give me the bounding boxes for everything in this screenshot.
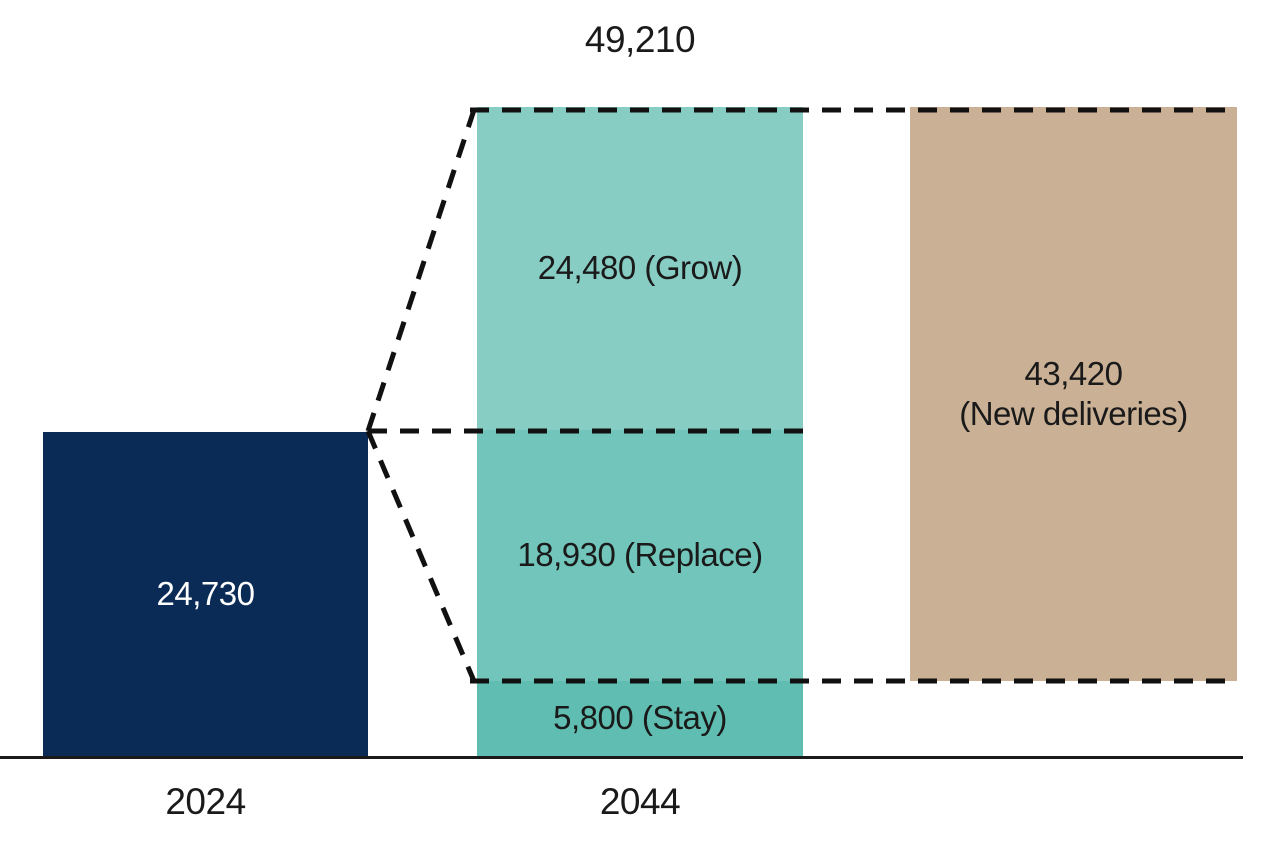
segment-replace-label: 18,930 (Replace) <box>517 536 763 574</box>
bar-new-deliveries: 43,420 (New deliveries) <box>910 107 1237 681</box>
dashed-diagonal-to-stay-boundary <box>365 430 477 682</box>
bar-2044-segment-grow: 24,480 (Grow) <box>477 107 803 430</box>
new-deliveries-caption: (New deliveries) <box>959 395 1188 432</box>
dashed-diagonal-to-stack-top <box>365 109 477 432</box>
x-axis-line <box>0 756 1243 759</box>
new-deliveries-value: 43,420 <box>1024 354 1123 392</box>
bar-2044-segment-replace: 18,930 (Replace) <box>477 430 803 681</box>
total-label-2044: 49,210 <box>584 19 696 60</box>
axis-label-2044: 2044 <box>599 781 681 822</box>
bar-2044-segment-stay: 5,800 (Stay) <box>477 681 803 756</box>
bar-2024-value-label: 24,730 <box>156 574 255 612</box>
segment-stay-label: 5,800 (Stay) <box>553 699 727 737</box>
bar-new-deliveries-label: 43,420 (New deliveries) <box>959 354 1188 435</box>
axis-label-2024: 2024 <box>165 781 246 822</box>
segment-grow-label: 24,480 (Grow) <box>537 249 743 287</box>
bar-2024-existing: 24,730 <box>43 432 368 756</box>
